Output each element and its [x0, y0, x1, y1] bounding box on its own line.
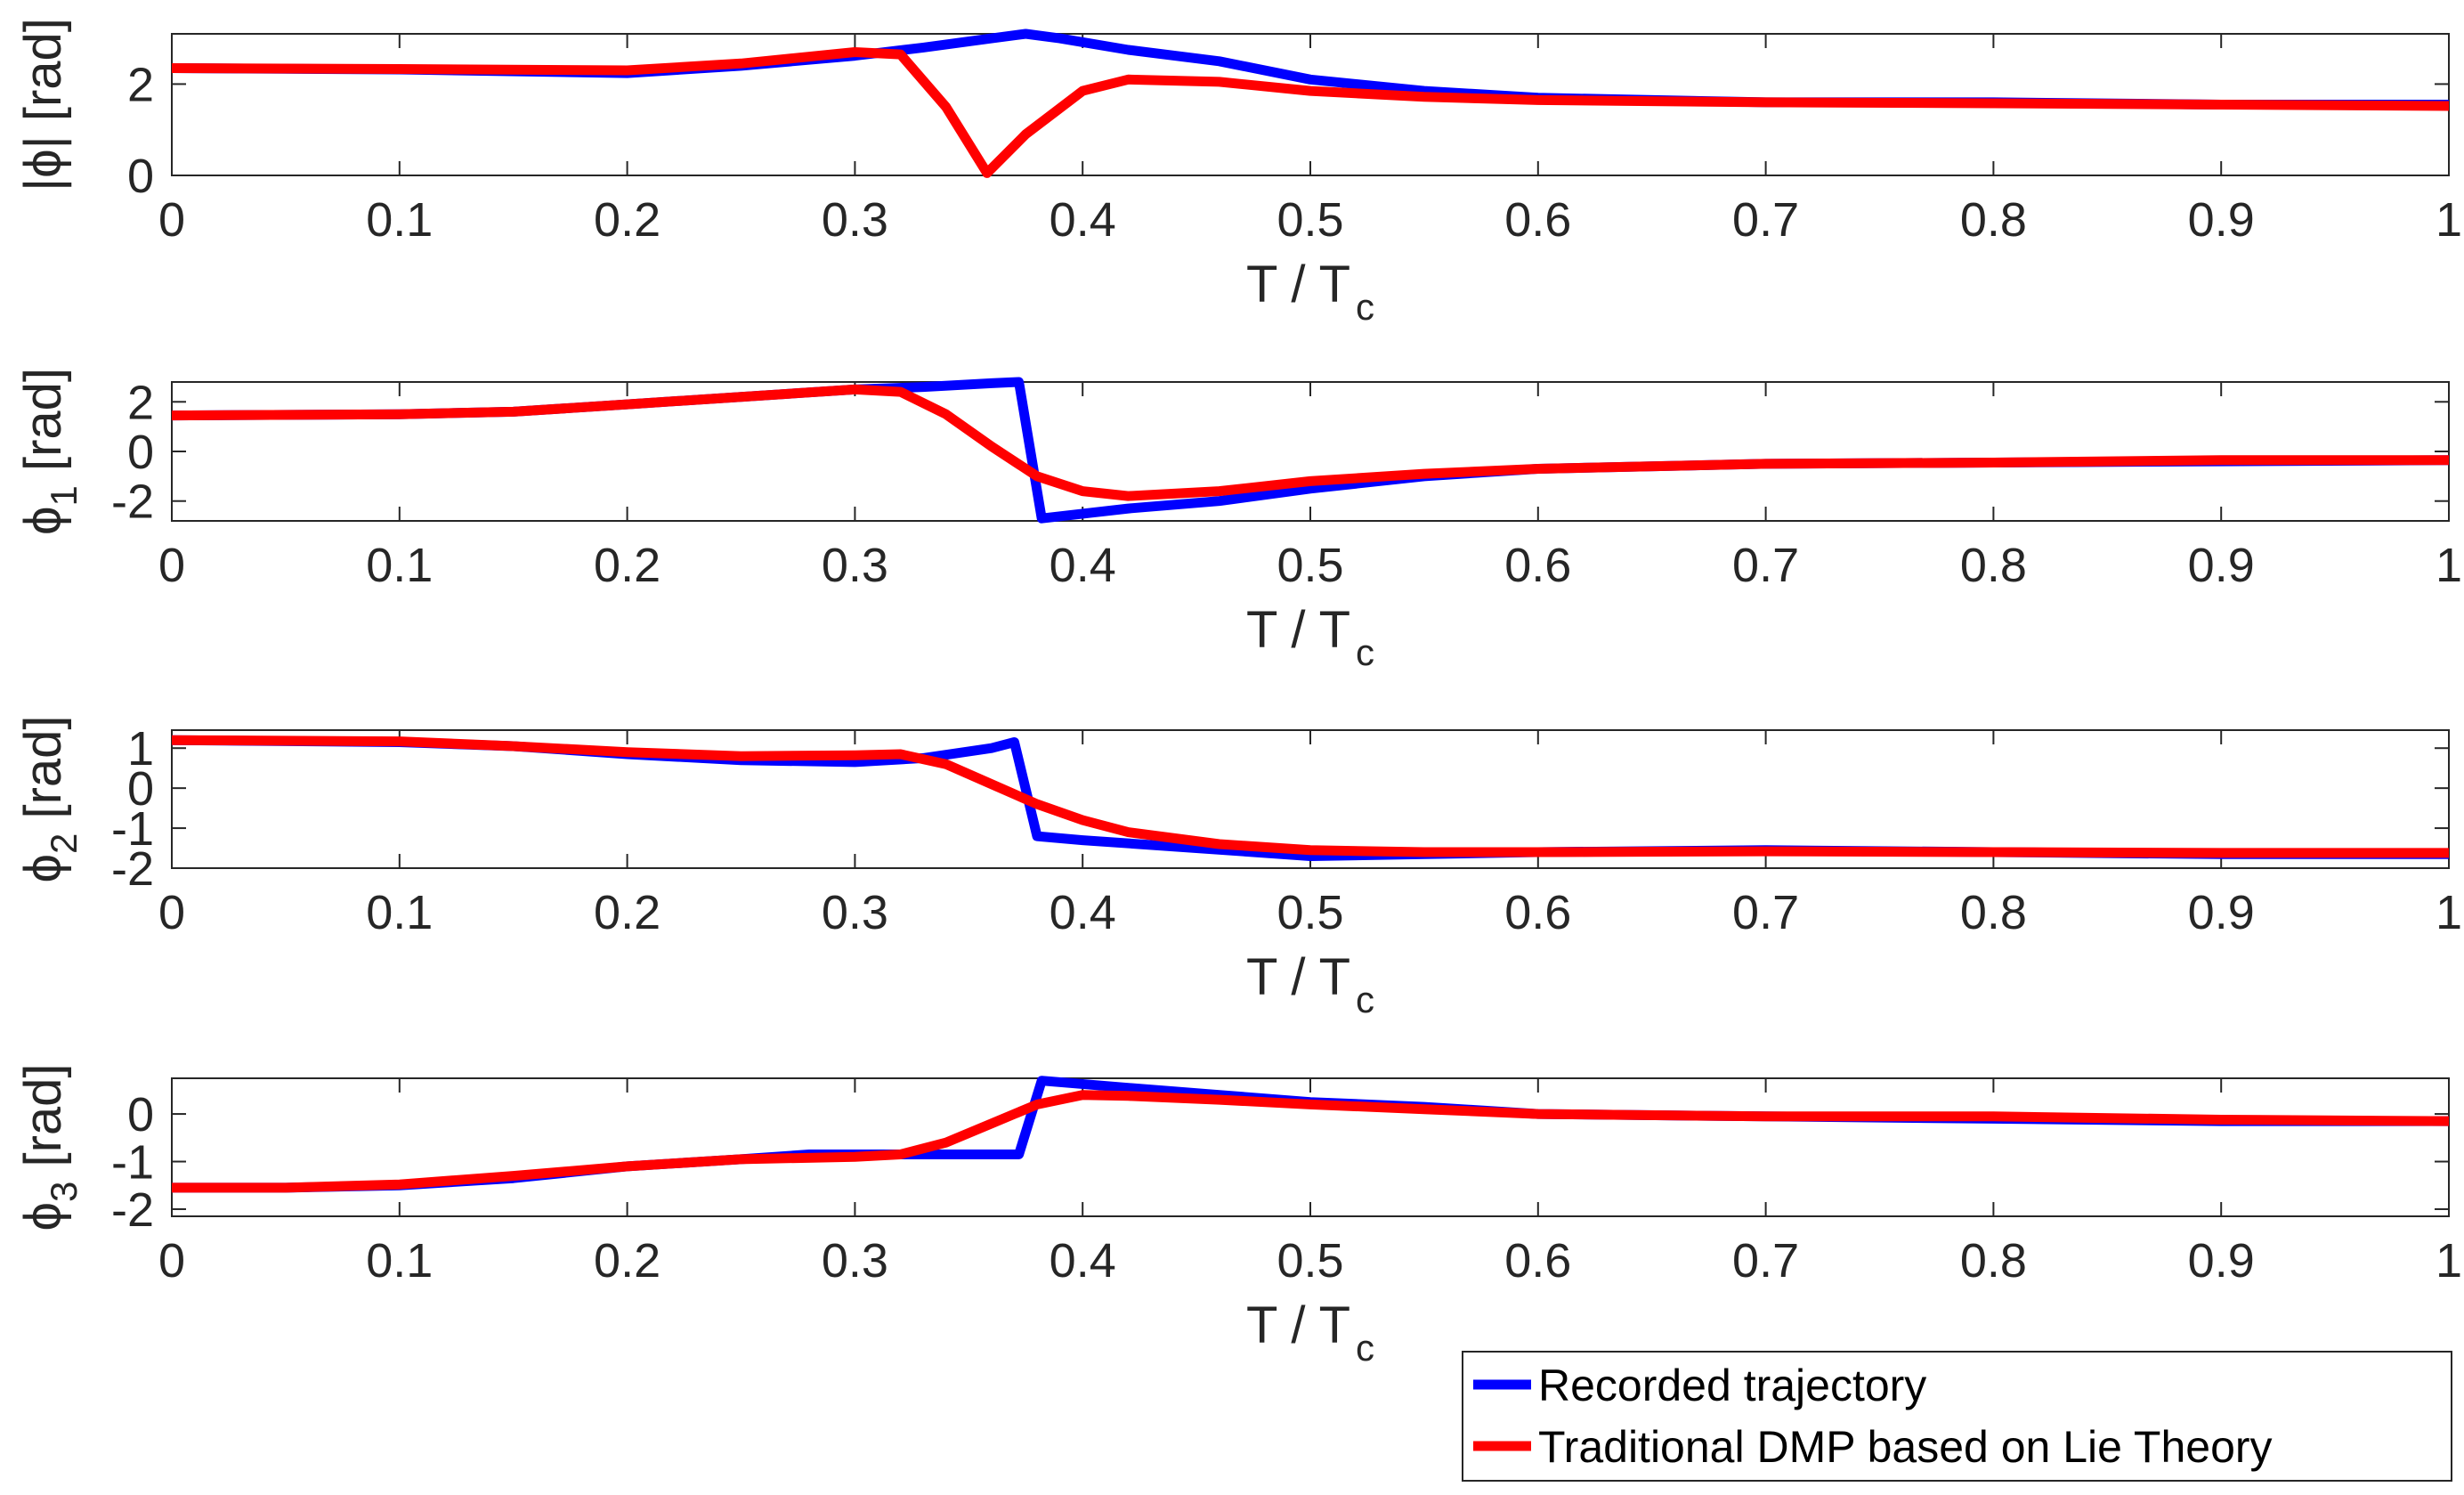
x-tick-label: 0.8 [1960, 539, 2027, 592]
x-tick-label: 0.1 [366, 886, 433, 939]
x-tick-label: 1 [2436, 1234, 2462, 1288]
x-tick-label: 0.7 [1732, 193, 1799, 247]
y-tick-label: -2 [111, 842, 154, 896]
x-tick-label: 0.9 [2188, 886, 2255, 939]
x-tick-label: 0.5 [1277, 886, 1343, 939]
x-tick-label: 0.9 [2188, 539, 2255, 592]
x-tick-label: 0.6 [1504, 193, 1571, 247]
x-tick-label: 0.7 [1732, 1234, 1799, 1288]
x-tick-label: 0.8 [1960, 193, 2027, 247]
x-tick-label: 0.4 [1050, 886, 1116, 939]
legend-label-recorded: Recorded trajectory [1538, 1361, 1926, 1410]
x-tick-label: 0 [158, 1234, 185, 1288]
x-tick-label: 0.4 [1050, 1234, 1116, 1288]
series-line-dmp [172, 735, 2449, 858]
y-tick-label: 0 [127, 762, 154, 816]
y-tick-label: -1 [111, 802, 154, 856]
x-tick-label: 0.4 [1050, 539, 1116, 592]
x-tick-label: 0.6 [1504, 886, 1571, 939]
legend-box [1462, 1351, 2452, 1482]
x-tick-label: 0 [158, 539, 185, 592]
y-axis-label: ϕ3 [rad] [14, 1063, 85, 1231]
x-tick-label: 0.1 [366, 539, 433, 592]
y-tick-label: 0 [127, 1088, 154, 1142]
y-axis-label: |ϕ| [rad] [14, 18, 72, 191]
y-tick-label: 0 [127, 426, 154, 479]
x-tick-label: 0.8 [1960, 886, 2027, 939]
x-tick-label: 0.3 [822, 1234, 888, 1288]
legend: Recorded trajectory Traditional DMP base… [1462, 1351, 2452, 1482]
x-tick-label: 0.7 [1732, 539, 1799, 592]
y-tick-label: 2 [127, 376, 154, 429]
series-line-dmp [172, 47, 2449, 178]
series-line-dmp [172, 1090, 2449, 1193]
x-tick-label: 0.8 [1960, 1234, 2027, 1288]
x-tick-label: 0.1 [366, 1234, 433, 1288]
x-tick-label: 0 [158, 886, 185, 939]
x-tick-label: 0.9 [2188, 193, 2255, 247]
x-tick-label: 0.2 [594, 1234, 661, 1288]
series-line-dmp [172, 384, 2449, 501]
x-tick-label: 1 [2436, 886, 2462, 939]
x-tick-label: 1 [2436, 539, 2462, 592]
y-tick-label: 1 [127, 722, 154, 776]
y-axis-label: ϕ2 [rad] [14, 715, 85, 882]
x-tick-label: 0.3 [822, 539, 888, 592]
x-tick-label: 0.7 [1732, 886, 1799, 939]
y-tick-label: 2 [127, 58, 154, 111]
x-tick-label: 0.9 [2188, 1234, 2255, 1288]
y-axis-label: ϕ1 [rad] [14, 368, 85, 535]
x-tick-label: 0.6 [1504, 539, 1571, 592]
x-tick-label: 0.2 [594, 193, 661, 247]
x-tick-label: 0.3 [822, 193, 888, 247]
x-tick-label: 0.1 [366, 193, 433, 247]
x-tick-label: 0.5 [1277, 539, 1343, 592]
x-tick-label: 0.4 [1050, 193, 1116, 247]
x-tick-label: 0.3 [822, 886, 888, 939]
x-tick-label: 0.2 [594, 886, 661, 939]
x-tick-label: 0.5 [1277, 193, 1343, 247]
y-tick-label: -2 [111, 475, 154, 529]
y-tick-label: 0 [127, 150, 154, 203]
y-tick-label: -1 [111, 1136, 154, 1190]
legend-label-dmp: Traditional DMP based on Lie Theory [1538, 1422, 2273, 1472]
x-tick-label: 0.5 [1277, 1234, 1343, 1288]
x-tick-label: 0.2 [594, 539, 661, 592]
x-tick-label: 1 [2436, 193, 2462, 247]
x-tick-label: 0.6 [1504, 1234, 1571, 1288]
y-tick-label: -2 [111, 1183, 154, 1237]
x-tick-label: 0 [158, 193, 185, 247]
